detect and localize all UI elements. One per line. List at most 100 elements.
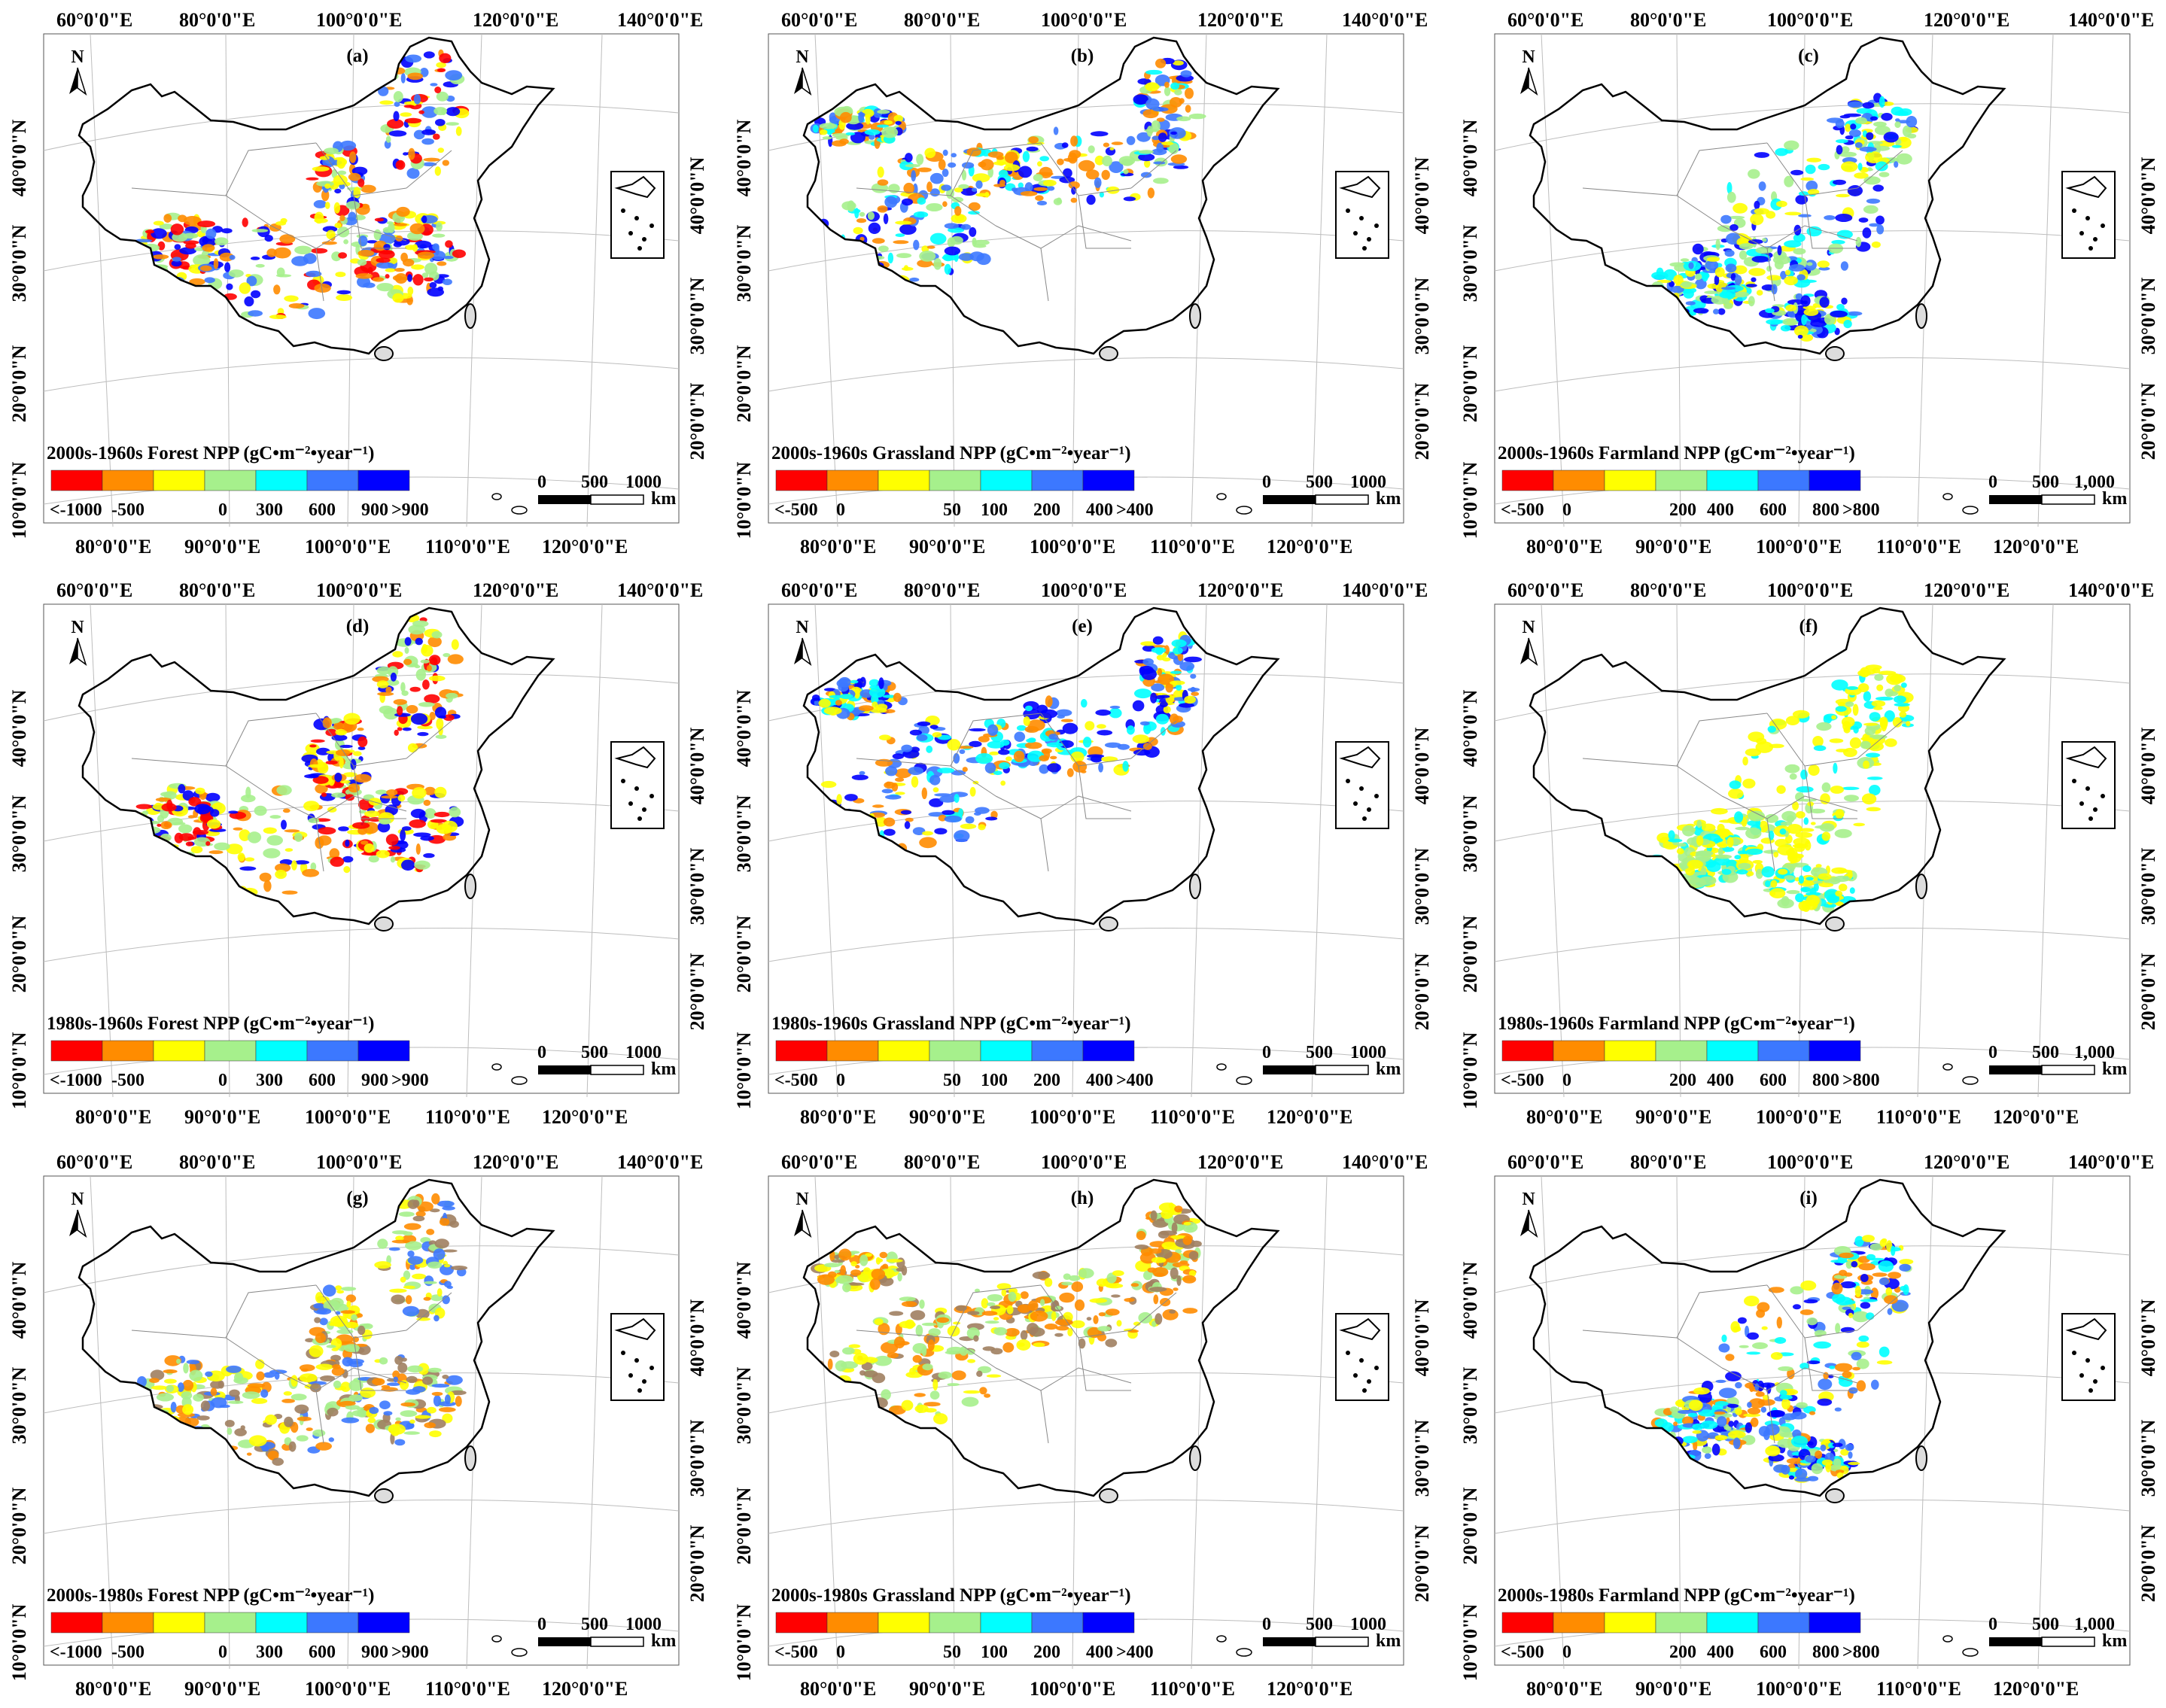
scale-bar-white bbox=[1315, 494, 1369, 505]
npp-pixel bbox=[400, 1380, 409, 1390]
npp-pixel bbox=[1805, 1455, 1816, 1463]
npp-pixel bbox=[1168, 1202, 1174, 1209]
npp-pixel bbox=[818, 231, 829, 236]
npp-pixel bbox=[328, 1437, 334, 1442]
npp-pixel bbox=[354, 773, 372, 783]
npp-pixel bbox=[174, 244, 181, 251]
npp-pixel bbox=[850, 1261, 857, 1267]
npp-pixel bbox=[1039, 166, 1053, 178]
npp-pixel bbox=[1033, 174, 1043, 181]
npp-pixel bbox=[1742, 778, 1756, 789]
npp-pixel bbox=[1103, 142, 1109, 147]
npp-pixel bbox=[835, 1275, 854, 1284]
npp-pixel bbox=[929, 232, 947, 245]
npp-pixel bbox=[331, 792, 346, 798]
north-arrow: N bbox=[69, 47, 87, 96]
lon-label-top: 80°0'0"E bbox=[904, 579, 980, 601]
npp-pixel bbox=[415, 1415, 431, 1419]
npp-pixel bbox=[1169, 127, 1186, 139]
lat-label-left: 40°0'0"N bbox=[8, 689, 30, 767]
npp-pixel bbox=[336, 1329, 354, 1334]
npp-pixel bbox=[445, 240, 453, 248]
npp-pixel bbox=[1720, 214, 1732, 224]
legend-swatch bbox=[1031, 1612, 1084, 1634]
npp-pixel bbox=[1105, 1339, 1118, 1348]
npp-pixel bbox=[160, 821, 172, 829]
npp-pixel bbox=[851, 244, 865, 249]
npp-pixel bbox=[1149, 1248, 1162, 1254]
npp-pixel bbox=[1799, 828, 1815, 832]
lon-label-bottom: 120°0'0"E bbox=[1993, 1678, 2079, 1700]
lon-label-top: 140°0'0"E bbox=[1342, 9, 1428, 31]
npp-pixel bbox=[1717, 225, 1733, 232]
legend-title: 2000s-1960s Farmland NPP (gC•m⁻²•year⁻¹) bbox=[1498, 443, 1855, 463]
province-boundary bbox=[270, 795, 407, 819]
npp-pixel bbox=[831, 1392, 838, 1399]
province-boundary bbox=[1857, 150, 1903, 189]
npp-pixel bbox=[1074, 1299, 1085, 1311]
npp-pixel bbox=[1717, 1416, 1727, 1427]
npp-pixel bbox=[439, 53, 452, 64]
npp-pixel bbox=[1776, 200, 1787, 208]
npp-pixel bbox=[1693, 1387, 1710, 1395]
npp-pixel bbox=[1812, 736, 1824, 747]
npp-pixel bbox=[374, 1261, 391, 1269]
scale-bar-white bbox=[2041, 494, 2095, 505]
map-svg: 60°0'0"E 80°0'0"E 100°0'0"E 120°0'0"E 140°0'… bbox=[733, 579, 1433, 1128]
npp-pixel bbox=[1695, 850, 1714, 856]
npp-pixel bbox=[946, 187, 954, 199]
npp-pixel bbox=[1891, 144, 1902, 148]
npp-pixel bbox=[872, 844, 882, 849]
npp-pixel bbox=[1132, 700, 1145, 712]
npp-pixel bbox=[429, 1430, 442, 1438]
npp-pixel bbox=[885, 766, 898, 777]
npp-pixel bbox=[1005, 1328, 1020, 1337]
npp-pixel bbox=[969, 786, 976, 797]
inset-frame bbox=[610, 741, 665, 829]
north-arrow-right bbox=[1528, 1209, 1538, 1238]
npp-pixel bbox=[300, 1368, 309, 1372]
npp-pixel bbox=[1903, 1284, 1909, 1296]
legend-tick: 600 bbox=[1760, 1643, 1787, 1662]
npp-pixel bbox=[905, 164, 920, 168]
npp-pixel bbox=[1089, 1298, 1108, 1303]
npp-pixel bbox=[1734, 855, 1742, 860]
province-boundaries bbox=[1582, 1284, 1903, 1444]
npp-pixel bbox=[1851, 1261, 1858, 1268]
npp-pixel bbox=[1029, 1327, 1045, 1337]
north-arrow-left bbox=[1520, 68, 1529, 94]
npp-pixel bbox=[1711, 1443, 1720, 1456]
npp-pixel bbox=[853, 1352, 869, 1365]
npp-pixel bbox=[1869, 116, 1879, 121]
npp-pixel bbox=[1687, 859, 1703, 869]
npp-pixel bbox=[394, 268, 405, 272]
npp-pixel bbox=[1190, 673, 1197, 679]
npp-pixel bbox=[239, 866, 257, 871]
npp-pixel bbox=[1721, 1334, 1727, 1342]
npp-pixel bbox=[315, 1333, 326, 1344]
inset-island bbox=[1374, 1366, 1379, 1370]
npp-pixel bbox=[391, 1239, 410, 1244]
npp-pixel bbox=[426, 1229, 435, 1235]
npp-pixel bbox=[1112, 1270, 1124, 1276]
npp-pixel bbox=[1755, 868, 1763, 879]
npp-pixel bbox=[1155, 713, 1170, 725]
lat-label-left: 10°0'0"N bbox=[8, 1603, 30, 1681]
legend-tick: 0 bbox=[218, 1643, 227, 1662]
inset-island bbox=[1362, 246, 1367, 251]
npp-pixel bbox=[186, 857, 195, 863]
npp-pixel bbox=[820, 780, 837, 789]
scale-tick: 500 bbox=[581, 1043, 608, 1062]
npp-pixel bbox=[437, 1200, 455, 1208]
npp-pixel bbox=[1785, 716, 1800, 725]
npp-pixel bbox=[185, 242, 196, 249]
npp-pixel bbox=[442, 1375, 449, 1379]
npp-pixel bbox=[351, 1314, 357, 1321]
lon-label-bottom: 120°0'0"E bbox=[1993, 536, 2079, 558]
npp-pixel bbox=[263, 880, 272, 892]
npp-pixel bbox=[274, 1372, 280, 1380]
inset-island bbox=[1346, 779, 1350, 783]
scale-tick: 0 bbox=[537, 1615, 546, 1634]
npp-pixel bbox=[308, 764, 325, 768]
